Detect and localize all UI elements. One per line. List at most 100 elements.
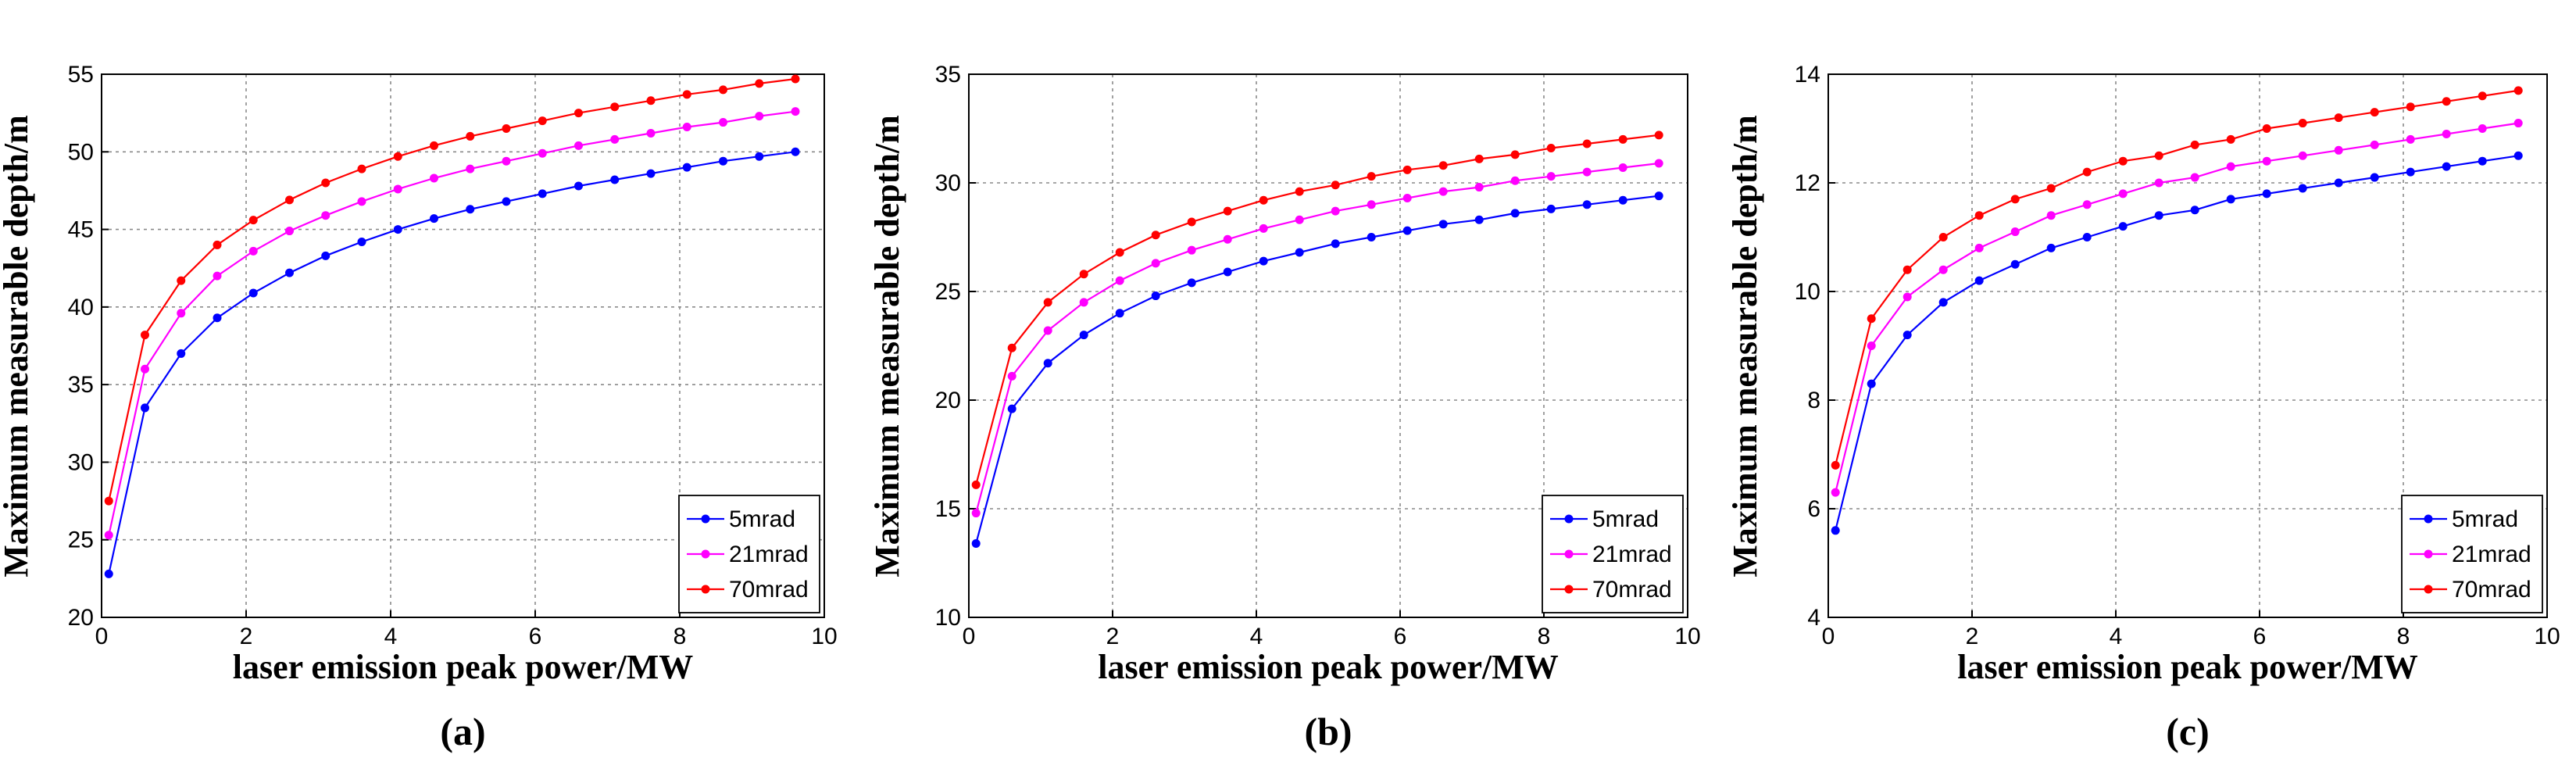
series-line-21mrad [975, 162, 1660, 513]
data-point-5mrad [248, 288, 258, 298]
data-point-21mrad [430, 173, 438, 183]
data-point-70mrad [610, 102, 620, 112]
data-point-21mrad [2262, 156, 2271, 166]
y-tick-label: 30 [935, 170, 961, 196]
chart-panel-1: 0 2 4 6 8 10 20 25 30 35 40 45 50 55 5mrad 21mrad 70mrad… [0, 62, 838, 753]
data-point-21mrad [2513, 119, 2523, 128]
data-point-5mrad [1582, 200, 1592, 209]
data-point-5mrad [1367, 233, 1376, 241]
data-point-21mrad [719, 118, 727, 127]
legend-marker-21mrad [2424, 549, 2433, 559]
data-point-21mrad [213, 271, 222, 281]
data-point-5mrad [141, 403, 149, 413]
data-point-5mrad [2010, 259, 2020, 269]
data-point-5mrad [2154, 211, 2163, 220]
data-point-21mrad [1367, 200, 1376, 209]
data-point-21mrad [1438, 187, 1448, 196]
data-point-5mrad [2226, 195, 2235, 204]
data-point-70mrad [1938, 233, 1948, 241]
data-point-5mrad [1438, 220, 1448, 229]
data-point-5mrad [2082, 233, 2092, 241]
y-tick-label: 10 [1795, 279, 1820, 305]
data-point-5mrad [1079, 331, 1088, 340]
data-point-70mrad [2082, 167, 2092, 177]
panel-label: (a) [440, 710, 485, 753]
data-point-5mrad [1043, 359, 1052, 368]
data-point-21mrad [1151, 259, 1160, 268]
data-point-5mrad [393, 225, 402, 234]
y-tick-label: 10 [935, 605, 961, 631]
axes-box [1827, 73, 2548, 618]
x-tick-label: 4 [2110, 624, 2123, 649]
data-point-5mrad [1187, 278, 1196, 288]
data-point-21mrad [1582, 167, 1592, 177]
data-point-5mrad [466, 205, 475, 214]
data-point-21mrad [1867, 342, 1876, 350]
x-tick-label: 6 [1394, 624, 1407, 649]
series-line-5mrad [108, 151, 796, 574]
data-point-21mrad [104, 531, 113, 540]
data-point-21mrad [646, 128, 656, 138]
x-axis-title: laser emission peak power/MW [1957, 648, 2418, 686]
data-point-21mrad [1187, 245, 1196, 255]
data-point-70mrad [1438, 161, 1448, 170]
data-point-70mrad [2190, 140, 2199, 149]
data-point-5mrad [1007, 404, 1016, 413]
x-tick-label: 8 [673, 624, 687, 649]
data-point-5mrad [1331, 239, 1340, 249]
data-point-70mrad [2118, 156, 2128, 166]
legend-label-5mrad: 5mrad [1592, 506, 1659, 532]
data-point-5mrad [1115, 309, 1124, 318]
legend-label-70mrad: 70mrad [2452, 577, 2531, 603]
data-point-5mrad [2046, 243, 2056, 252]
data-point-21mrad [502, 156, 511, 166]
data-point-5mrad [2262, 189, 2271, 198]
data-point-21mrad [1903, 292, 1912, 302]
data-point-21mrad [2406, 134, 2415, 144]
data-point-70mrad [248, 216, 258, 225]
data-point-70mrad [2406, 102, 2415, 112]
data-point-70mrad [1187, 217, 1196, 227]
y-tick-label: 6 [1807, 496, 1820, 522]
data-point-5mrad [1867, 379, 1876, 388]
x-tick-label: 10 [2534, 624, 2560, 649]
data-point-21mrad [1331, 206, 1340, 216]
data-point-5mrad [574, 181, 583, 191]
data-point-70mrad [1654, 131, 1663, 140]
data-point-70mrad [2226, 134, 2235, 144]
data-point-21mrad [141, 364, 149, 374]
data-point-21mrad [285, 227, 294, 236]
data-point-70mrad [1007, 343, 1016, 352]
x-tick-label: 2 [1106, 624, 1120, 649]
y-tick-label: 8 [1807, 388, 1820, 413]
data-point-70mrad [1223, 206, 1232, 216]
data-point-70mrad [1582, 139, 1592, 148]
data-point-70mrad [2046, 184, 2056, 193]
data-point-21mrad [1546, 172, 1556, 181]
data-point-70mrad [574, 109, 583, 118]
data-point-21mrad [1618, 163, 1627, 173]
data-point-70mrad [1974, 211, 1984, 220]
data-point-5mrad [971, 538, 981, 548]
data-point-21mrad [1654, 159, 1663, 168]
y-tick-label: 55 [68, 62, 94, 88]
x-tick-label: 2 [1966, 624, 1979, 649]
x-tick-label: 8 [2397, 624, 2410, 649]
data-point-5mrad [430, 214, 438, 224]
data-point-5mrad [1295, 248, 1304, 257]
data-point-70mrad [1331, 181, 1340, 190]
y-tick-label: 30 [68, 449, 94, 475]
legend: 5mrad 21mrad 70mrad [1542, 495, 1684, 613]
data-point-5mrad [2406, 167, 2415, 177]
data-point-5mrad [791, 147, 800, 156]
data-point-70mrad [104, 496, 113, 506]
data-point-5mrad [1903, 331, 1912, 340]
y-tick-label: 25 [68, 527, 94, 553]
data-point-70mrad [1831, 460, 1840, 470]
data-point-5mrad [1151, 291, 1160, 301]
data-point-21mrad [1079, 298, 1088, 307]
series-line-5mrad [975, 195, 1660, 544]
x-tick-label: 0 [95, 624, 109, 649]
data-point-5mrad [1510, 209, 1520, 218]
legend: 5mrad 21mrad 70mrad [678, 495, 820, 613]
